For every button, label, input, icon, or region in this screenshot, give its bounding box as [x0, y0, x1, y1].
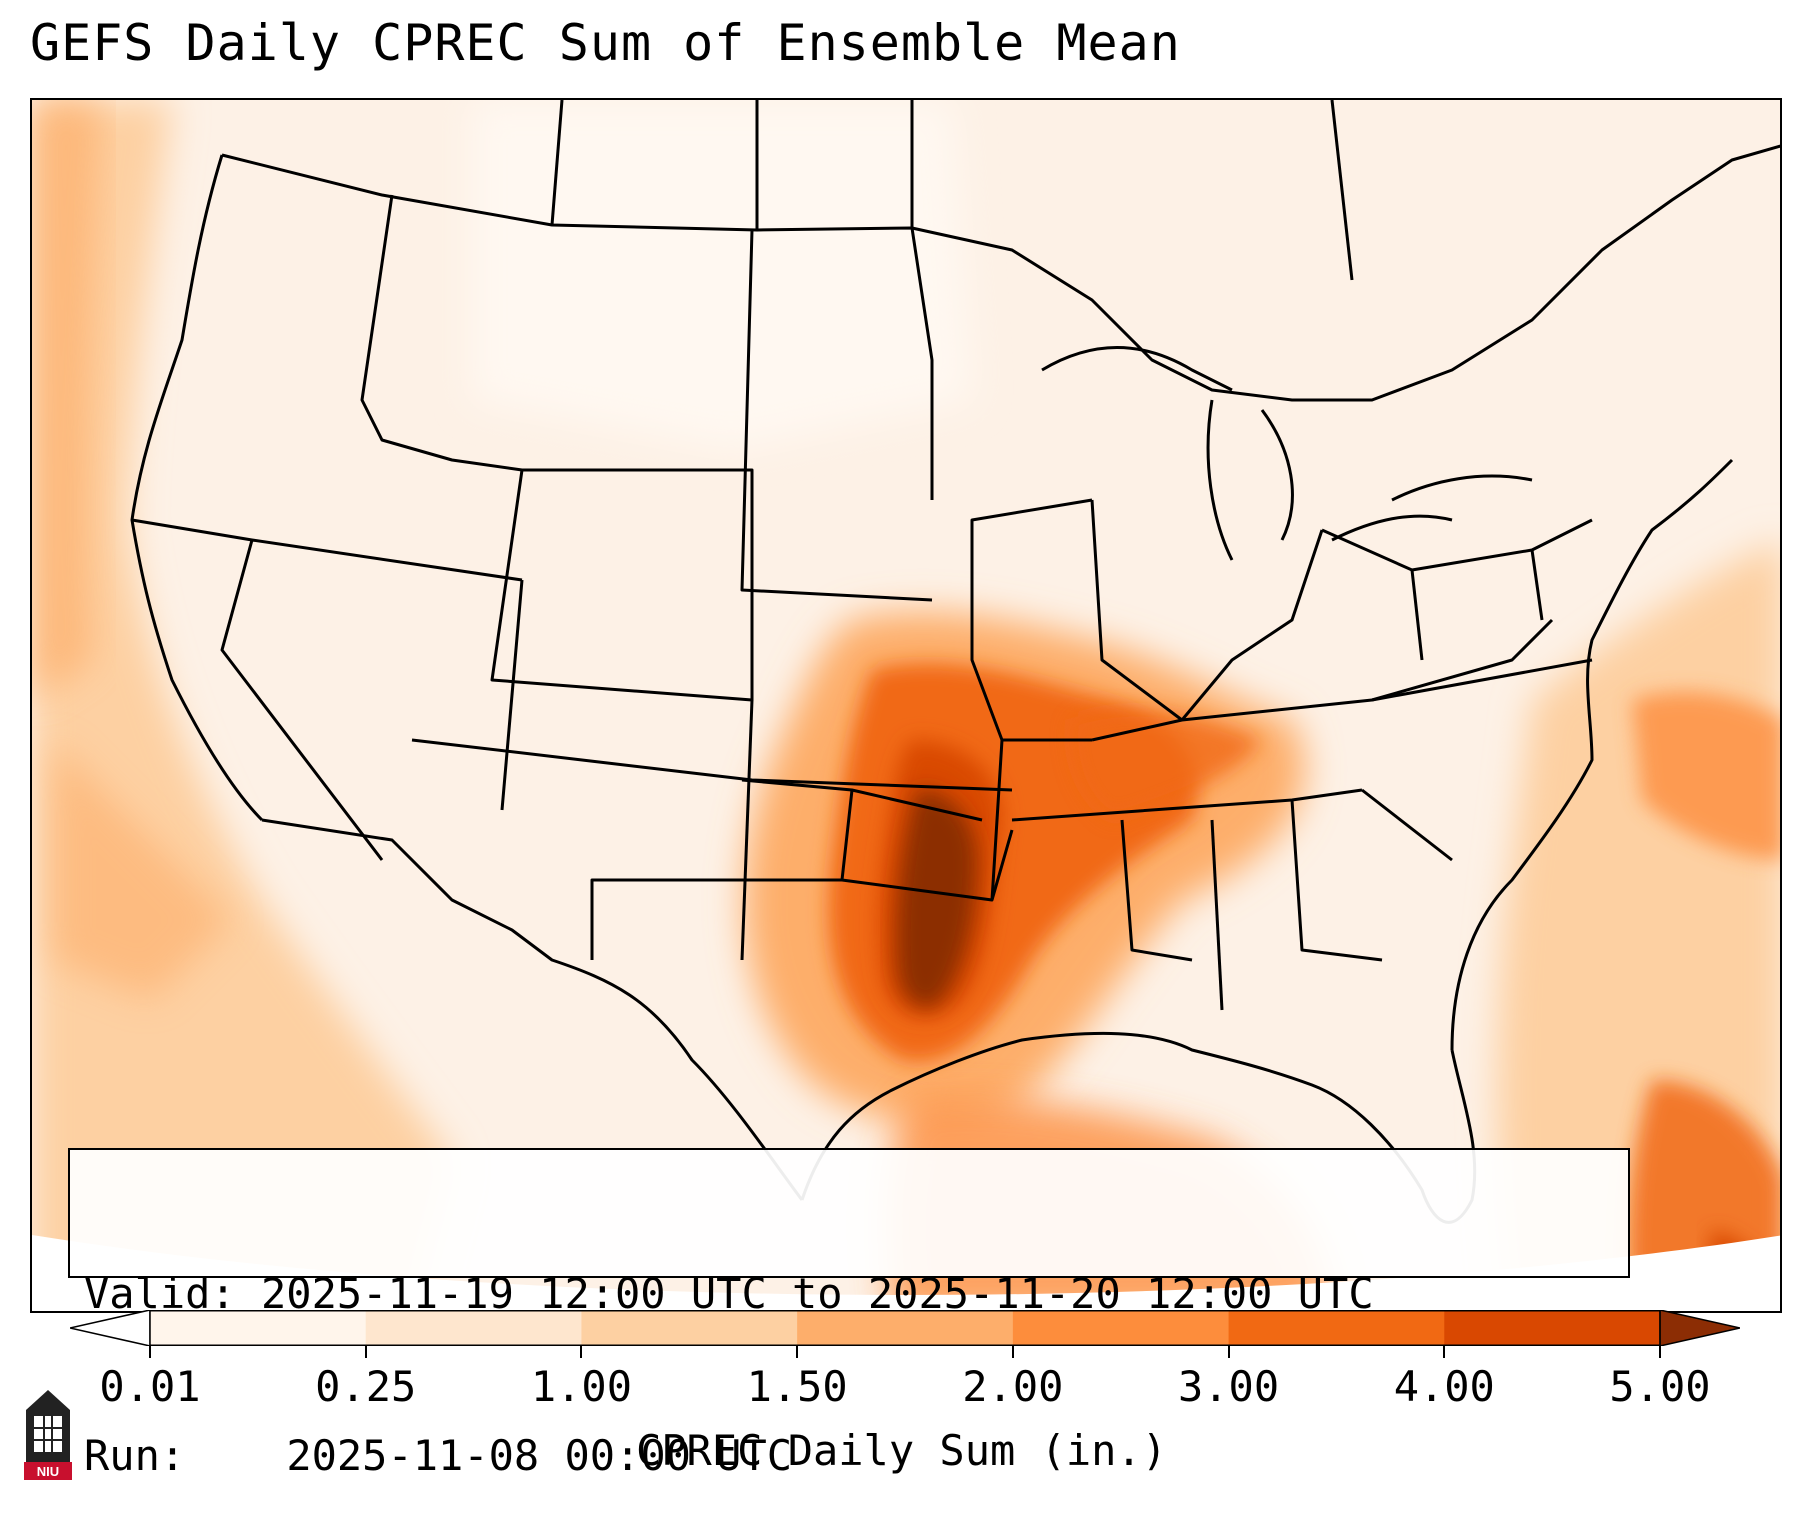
colorbar-tick-mark	[1227, 1346, 1230, 1358]
valid-value: 2025-11-19 12:00 UTC to 2025-11-20 12:00…	[261, 1269, 1374, 1318]
colorbar-tick-label: 0.01	[99, 1362, 201, 1411]
logo-text: NIU	[37, 1464, 59, 1479]
colorbar-tick-label: 5.00	[1609, 1362, 1711, 1411]
niu-logo-icon: NIU	[24, 1390, 72, 1480]
colorbar-tick-label: 1.50	[746, 1362, 848, 1411]
colorbar-tick-label: 0.25	[315, 1362, 417, 1411]
colorbar-tick-mark	[1443, 1346, 1446, 1358]
colorbar-title: CPREC Daily Sum (in.)	[635, 1426, 1167, 1475]
colorbar-extend-high	[1659, 1310, 1740, 1346]
colorbar-segment	[1228, 1310, 1445, 1346]
colorbar-tick-label: 4.00	[1393, 1362, 1495, 1411]
run-value: 2025-11-08 00:00 UTC	[286, 1431, 793, 1480]
colorbar-segment	[581, 1310, 798, 1346]
precip-shading	[32, 100, 1780, 1311]
colorbar-segment	[797, 1310, 1014, 1346]
colorbar-tick-mark	[149, 1346, 151, 1358]
colorbar-tick-mark	[1011, 1346, 1014, 1358]
colorbar-segment	[150, 1310, 367, 1346]
run-row: Run: 2025-11-08 00:00 UTC	[84, 1429, 1628, 1483]
colorbar-tick-label: 3.00	[1177, 1362, 1280, 1411]
valid-run-box: Valid: 2025-11-19 12:00 UTC to 2025-11-2…	[68, 1148, 1630, 1480]
colorbar-segment	[1012, 1310, 1230, 1346]
colorbar-tick-label: 2.00	[962, 1362, 1064, 1411]
colorbar-tick-mark	[1659, 1346, 1661, 1358]
colorbar	[70, 1310, 1740, 1346]
precip-map	[30, 98, 1782, 1313]
colorbar-outline	[149, 1310, 1661, 1346]
colorbar-tick-mark	[364, 1346, 367, 1358]
valid-row: Valid: 2025-11-19 12:00 UTC to 2025-11-2…	[84, 1267, 1628, 1321]
colorbar-tick-label: 1.00	[530, 1362, 632, 1411]
colorbar-tick-mark	[796, 1346, 799, 1358]
colorbar-segment	[1444, 1310, 1661, 1346]
run-label: Run:	[84, 1431, 186, 1480]
map-borders	[130, 100, 1780, 1224]
valid-label: Valid:	[84, 1269, 236, 1318]
map-svg	[32, 100, 1780, 1311]
colorbar-extend-low	[70, 1310, 151, 1346]
map-title: GEFS Daily CPREC Sum of Ensemble Mean	[30, 14, 1181, 72]
colorbar-segment	[365, 1310, 582, 1346]
colorbar-tick-mark	[580, 1346, 583, 1358]
